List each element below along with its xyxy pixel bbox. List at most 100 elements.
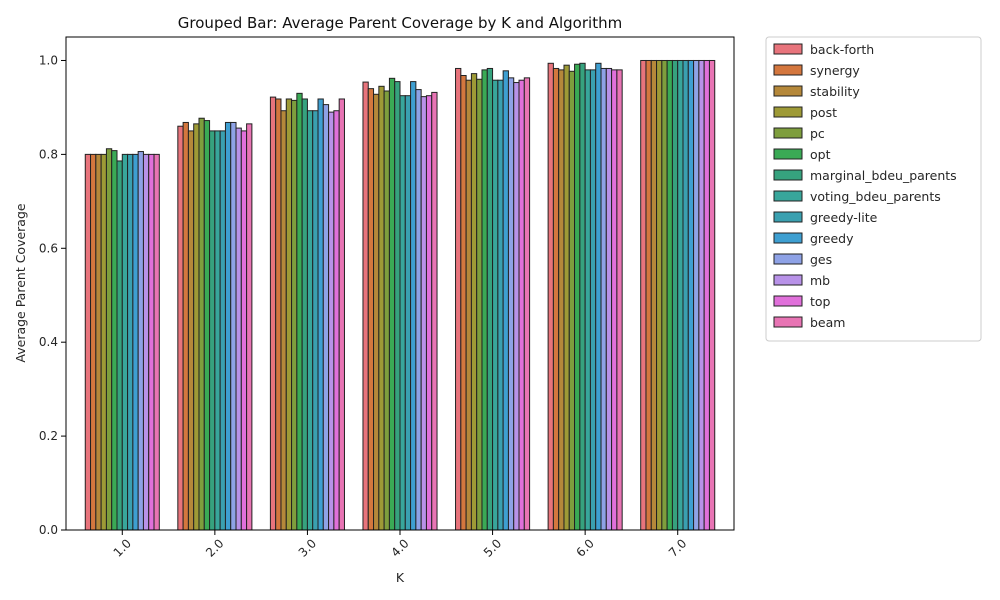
- bar-post-k3.0: [285, 98, 293, 531]
- bar-stability-k4.0: [373, 93, 380, 531]
- bar-synergy-k5.0: [460, 75, 467, 531]
- bar-stability-k7.0: [650, 59, 658, 531]
- bar-stability-k1.0: [95, 153, 102, 531]
- bar-greedy-k4.0: [410, 81, 417, 531]
- bar-top-k3.0: [333, 110, 340, 531]
- y-tick-label: 0.6: [39, 241, 58, 255]
- legend-swatch-pc: [773, 127, 803, 139]
- legend-label-post: post: [810, 105, 837, 120]
- bar-ges-k3.0: [322, 104, 330, 531]
- bar-back-forth-k1.0: [84, 153, 92, 531]
- legend-frame: [765, 36, 982, 342]
- bar-marginal_bdeu_parents-k3.0: [301, 98, 308, 531]
- bar-opt-k6.0: [574, 63, 581, 531]
- bar-greedy-lite-k7.0: [682, 59, 689, 531]
- bar-marginal_bdeu_parents-k1.0: [116, 160, 123, 531]
- legend: back-forth synergy stability post pc opt margi…: [765, 36, 982, 342]
- bar-top-k4.0: [425, 95, 433, 531]
- bar-mb-k4.0: [420, 96, 427, 531]
- y-tick-label: 0.0: [39, 523, 58, 537]
- bar-top-k1.0: [148, 153, 155, 531]
- legend-label-voting_bdeu_parents: voting_bdeu_parents: [810, 189, 941, 204]
- bar-greedy-k5.0: [502, 70, 509, 531]
- bar-voting_bdeu_parents-k5.0: [492, 79, 499, 531]
- bar-back-forth-k2.0: [177, 125, 184, 531]
- legend-label-greedy-lite: greedy-lite: [810, 210, 878, 225]
- bar-post-k6.0: [563, 64, 570, 531]
- bar-ges-k1.0: [137, 151, 144, 531]
- bar-beam-k5.0: [523, 77, 531, 531]
- bar-ges-k4.0: [415, 89, 422, 531]
- bar-post-k2.0: [193, 123, 200, 531]
- bar-stability-k5.0: [465, 79, 472, 531]
- legend-label-mb: mb: [810, 273, 830, 288]
- bar-synergy-k3.0: [275, 98, 282, 531]
- bar-greedy-lite-k5.0: [497, 79, 504, 531]
- bar-opt-k2.0: [203, 120, 211, 531]
- legend-swatch-marginal_bdeu_parents: [773, 169, 803, 181]
- bar-pc-k1.0: [105, 148, 113, 531]
- bar-pc-k7.0: [661, 59, 668, 531]
- bar-post-k1.0: [100, 153, 107, 531]
- bar-ges-k6.0: [600, 67, 607, 531]
- bar-back-forth-k3.0: [269, 96, 277, 531]
- bar-opt-k3.0: [296, 92, 303, 531]
- bar-post-k5.0: [470, 73, 478, 531]
- bar-opt-k1.0: [111, 150, 118, 531]
- x-tick-label: 1.0: [111, 536, 134, 559]
- bar-mb-k1.0: [142, 153, 150, 531]
- bar-greedy-k1.0: [132, 153, 139, 531]
- legend-swatch-stability: [773, 85, 803, 97]
- bar-synergy-k7.0: [645, 59, 652, 531]
- bar-pc-k3.0: [291, 99, 298, 531]
- y-tick-label: 1.0: [39, 53, 58, 67]
- x-tick-label: 7.0: [666, 536, 689, 559]
- bar-beam-k6.0: [616, 69, 623, 531]
- bar-stability-k3.0: [280, 110, 287, 531]
- bar-voting_bdeu_parents-k6.0: [584, 69, 591, 531]
- bar-marginal_bdeu_parents-k6.0: [579, 62, 586, 531]
- bar-back-forth-k7.0: [640, 59, 647, 531]
- bar-post-k4.0: [378, 85, 385, 531]
- bar-back-forth-k5.0: [455, 67, 462, 531]
- bar-voting_bdeu_parents-k7.0: [677, 59, 684, 531]
- legend-swatch-post: [773, 106, 803, 118]
- legend-label-opt: opt: [810, 147, 831, 162]
- legend-label-greedy: greedy: [810, 231, 854, 246]
- bar-voting_bdeu_parents-k4.0: [399, 95, 406, 531]
- chart-title: Grouped Bar: Average Parent Coverage by …: [178, 14, 622, 32]
- bar-post-k7.0: [656, 59, 663, 531]
- bar-ges-k7.0: [693, 59, 700, 531]
- legend-label-beam: beam: [810, 315, 845, 330]
- bar-pc-k4.0: [383, 90, 390, 531]
- bar-stability-k2.0: [187, 130, 195, 531]
- x-tick-label: 3.0: [296, 536, 319, 559]
- x-tick-label: 6.0: [573, 536, 596, 559]
- legend-label-ges: ges: [810, 252, 832, 267]
- x-tick-label: 4.0: [388, 536, 411, 559]
- legend-swatch-top: [773, 295, 803, 307]
- bar-voting_bdeu_parents-k2.0: [214, 130, 221, 531]
- bar-synergy-k2.0: [182, 121, 189, 531]
- bar-pc-k6.0: [568, 70, 576, 531]
- bar-opt-k7.0: [666, 59, 673, 531]
- bar-greedy-lite-k2.0: [219, 130, 226, 531]
- y-tick-label: 0.4: [39, 335, 58, 349]
- bar-opt-k4.0: [388, 77, 396, 531]
- legend-swatch-opt: [773, 148, 803, 160]
- bar-greedy-k7.0: [687, 59, 695, 531]
- x-axis-title: K: [396, 570, 405, 585]
- legend-swatch-mb: [773, 274, 803, 286]
- bar-stability-k6.0: [558, 69, 565, 531]
- bar-voting_bdeu_parents-k3.0: [306, 110, 314, 531]
- bar-top-k6.0: [611, 69, 618, 531]
- bar-opt-k5.0: [481, 69, 488, 531]
- bar-beam-k4.0: [431, 91, 438, 531]
- bar-back-forth-k6.0: [547, 62, 554, 531]
- legend-swatch-back-forth: [773, 43, 803, 55]
- bar-mb-k3.0: [328, 111, 335, 531]
- y-tick-label: 0.2: [39, 429, 58, 443]
- bar-top-k2.0: [240, 130, 248, 531]
